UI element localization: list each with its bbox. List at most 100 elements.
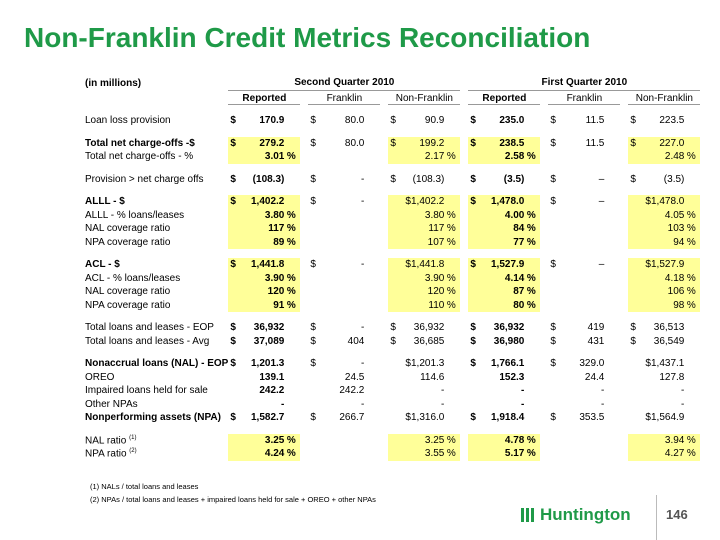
label-text: Total loans and leases - Avg	[85, 335, 210, 347]
value-cell: -	[388, 384, 460, 398]
value-cell	[308, 285, 380, 299]
value-cell: 114.6	[388, 371, 460, 385]
value: 1,918.4	[490, 412, 525, 424]
value-cell: $431	[548, 335, 620, 349]
unit: %	[446, 434, 456, 446]
value: 110	[428, 299, 445, 311]
value: 5.17	[504, 448, 525, 460]
cell-content: 4.18%	[630, 272, 698, 286]
gap	[540, 447, 548, 461]
value-cell: $1,437.1	[628, 357, 700, 371]
unit: %	[446, 223, 456, 235]
gap	[620, 209, 628, 223]
cell-content: 77%	[470, 236, 538, 250]
gap	[620, 236, 628, 250]
cell-content: $11.5	[550, 114, 618, 128]
value-cell: $266.7	[308, 411, 380, 425]
gap	[460, 150, 468, 164]
value-cell: $ (3.5)	[468, 173, 540, 187]
currency: $	[310, 412, 316, 424]
label-text: Nonaccrual loans (NAL) - EOP	[85, 358, 229, 370]
currency: $	[550, 412, 556, 424]
unit: %	[686, 223, 696, 235]
row-label: Total loans and leases - Avg	[85, 335, 228, 349]
unit: %	[286, 272, 296, 284]
gap	[380, 90, 388, 105]
value-cell: $223.5	[628, 114, 700, 128]
value-cell: $329.0	[548, 357, 620, 371]
currency: $	[550, 173, 556, 185]
cell-content: $1,766.1	[470, 357, 538, 371]
currency: $	[470, 358, 476, 370]
column-header: Non-Franklin	[388, 90, 461, 105]
unit: %	[686, 209, 696, 221]
value-cell: $199.2	[388, 136, 461, 150]
gap	[540, 150, 548, 164]
spacer-cell	[85, 348, 700, 357]
value-cell: 106%	[628, 285, 701, 299]
cell-content: -	[390, 398, 458, 412]
row-label: Impaired loans held for sale	[85, 384, 228, 398]
label-text: NAL ratio	[85, 434, 127, 446]
gap	[460, 272, 468, 286]
value: $1,478.0	[645, 196, 685, 208]
cell-content: $1,201.3	[390, 357, 458, 371]
value: -	[441, 398, 445, 410]
value-cell: 120%	[228, 285, 301, 299]
value-cell: 4.05%	[628, 208, 701, 222]
cell-content: 4.14%	[470, 272, 538, 286]
value-cell: 2.48%	[628, 150, 701, 164]
value-cell: 5.17%	[468, 447, 541, 461]
gap	[540, 371, 548, 385]
row-label: NPA coverage ratio	[85, 299, 228, 313]
value-cell: -	[388, 398, 460, 412]
cell-content: $ (108.3)	[230, 173, 298, 187]
gap	[620, 150, 628, 164]
value-cell: 120%	[388, 285, 461, 299]
currency: $	[630, 137, 636, 149]
cell-content: $1,527.9	[470, 258, 538, 272]
value: -	[361, 398, 365, 410]
row: Total net charge-offs -$ $279.2 $80.0 $199.…	[85, 136, 701, 151]
value: 223.5	[659, 115, 685, 127]
cell-content: $235.0	[470, 114, 538, 128]
cell-content: -	[550, 384, 618, 398]
cell-content: 117%	[390, 222, 458, 236]
value-cell	[548, 236, 620, 250]
unit: %	[686, 448, 696, 460]
gap	[460, 384, 468, 398]
cell-content: $ –	[550, 258, 618, 272]
gap	[300, 371, 308, 385]
cell-content: 84%	[470, 222, 538, 236]
gap	[540, 236, 548, 250]
spacer-cell	[85, 249, 700, 258]
gap	[620, 411, 628, 425]
label-text: ALLL - $	[85, 196, 125, 208]
unit: %	[686, 286, 696, 298]
row-label: Provision > net charge offs	[85, 173, 228, 187]
gap	[540, 335, 548, 349]
value: $1,437.1	[645, 358, 685, 370]
unit: %	[526, 434, 536, 446]
unit: %	[286, 448, 296, 460]
currency: $	[470, 335, 476, 347]
gap	[540, 285, 548, 299]
currency: $	[390, 115, 396, 127]
value-cell: 3.90%	[388, 271, 461, 286]
spacer-cell	[85, 128, 700, 137]
row: NAL coverage ratio 117% 117% 84% 103%	[85, 222, 701, 236]
gap	[380, 335, 388, 349]
gap	[380, 150, 388, 164]
cell-content: 3.90%	[390, 272, 458, 286]
currency: $	[310, 358, 316, 370]
gap	[300, 258, 308, 272]
value: 3.90	[264, 272, 285, 284]
cell-content: -	[470, 398, 538, 412]
cell-content: $11.5	[550, 137, 618, 151]
value-cell: $ (108.3)	[228, 173, 300, 187]
unit: %	[446, 286, 456, 298]
row: Loan loss provision $170.9 $80.0 $90.9 $235.…	[85, 114, 700, 128]
value-cell	[308, 434, 380, 448]
gap	[620, 285, 628, 299]
